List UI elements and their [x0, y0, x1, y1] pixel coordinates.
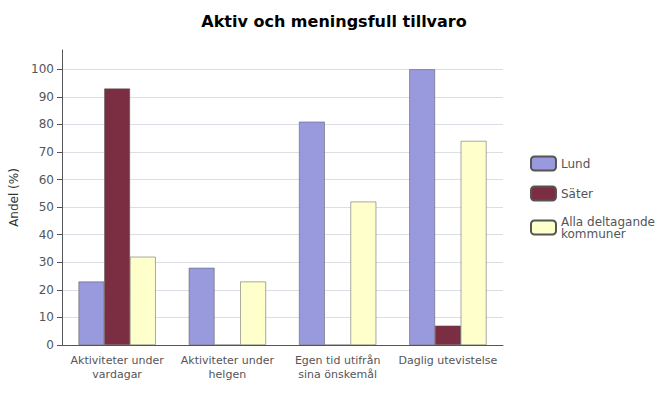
svg-text:40: 40: [39, 228, 54, 242]
svg-text:20: 20: [39, 283, 54, 297]
svg-text:90: 90: [39, 90, 54, 104]
svg-text:30: 30: [39, 255, 54, 269]
svg-text:Egen tid utifrån: Egen tid utifrån: [295, 354, 380, 367]
svg-text:80: 80: [39, 117, 54, 131]
svg-text:vardagar: vardagar: [92, 368, 142, 381]
svg-text:Andel (%): Andel (%): [7, 168, 21, 227]
svg-text:kommuner: kommuner: [561, 227, 626, 241]
svg-text:helgen: helgen: [209, 368, 247, 381]
svg-text:Alla deltagande: Alla deltagande: [561, 214, 655, 229]
svg-text:Daglig utevistelse: Daglig utevistelse: [398, 354, 497, 367]
svg-text:Aktiviteter under: Aktiviteter under: [181, 354, 275, 367]
svg-text:Lund: Lund: [561, 157, 590, 171]
svg-text:70: 70: [39, 145, 54, 159]
svg-text:sina önskemål: sina önskemål: [298, 368, 377, 381]
svg-text:Säter: Säter: [561, 187, 593, 201]
svg-text:Aktiv och meningsfull tillvaro: Aktiv och meningsfull tillvaro: [201, 12, 466, 31]
svg-text:60: 60: [39, 173, 54, 187]
svg-text:0: 0: [46, 338, 54, 352]
svg-text:Aktiviteter under: Aktiviteter under: [71, 354, 165, 367]
svg-text:50: 50: [39, 200, 54, 214]
svg-text:10: 10: [39, 310, 54, 324]
svg-text:100: 100: [31, 62, 54, 76]
